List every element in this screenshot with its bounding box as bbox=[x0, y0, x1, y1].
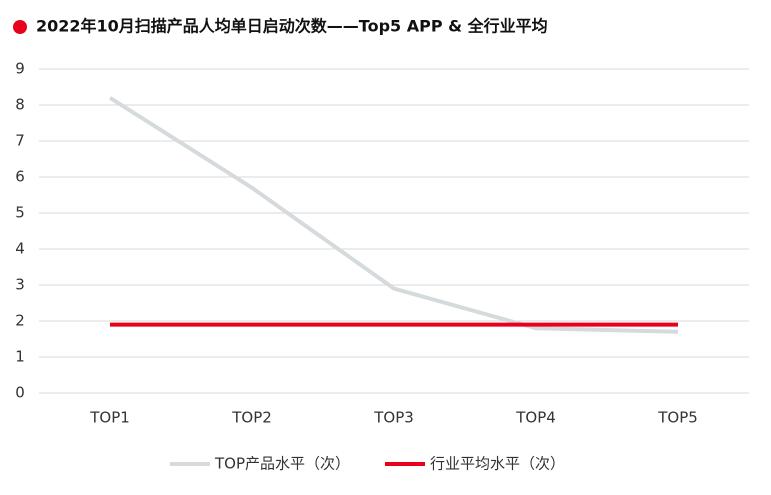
y-tick-label: 3 bbox=[15, 276, 25, 294]
y-tick-label: 1 bbox=[15, 348, 25, 366]
y-tick-label: 7 bbox=[15, 132, 25, 150]
legend-label: 行业平均水平（次） bbox=[430, 455, 565, 473]
y-tick-label: 9 bbox=[15, 60, 25, 78]
x-tick-label: TOP3 bbox=[373, 409, 414, 427]
y-tick-label: 6 bbox=[15, 168, 25, 186]
chart-title: 2022年10月扫描产品人均单日启动次数——Top5 APP & 全行业平均 bbox=[36, 17, 548, 36]
x-tick-label: TOP1 bbox=[89, 409, 130, 427]
x-tick-label: TOP5 bbox=[657, 409, 698, 427]
y-tick-label: 0 bbox=[15, 384, 25, 402]
x-tick-label: TOP2 bbox=[231, 409, 272, 427]
y-tick-label: 2 bbox=[15, 312, 25, 330]
y-tick-label: 4 bbox=[15, 240, 25, 258]
legend-label: TOP产品水平（次） bbox=[214, 455, 350, 473]
series-line bbox=[108, 96, 679, 334]
y-tick-label: 5 bbox=[15, 204, 25, 222]
y-tick-label: 8 bbox=[15, 96, 25, 114]
x-tick-label: TOP4 bbox=[515, 409, 556, 427]
title-marker bbox=[13, 20, 27, 34]
